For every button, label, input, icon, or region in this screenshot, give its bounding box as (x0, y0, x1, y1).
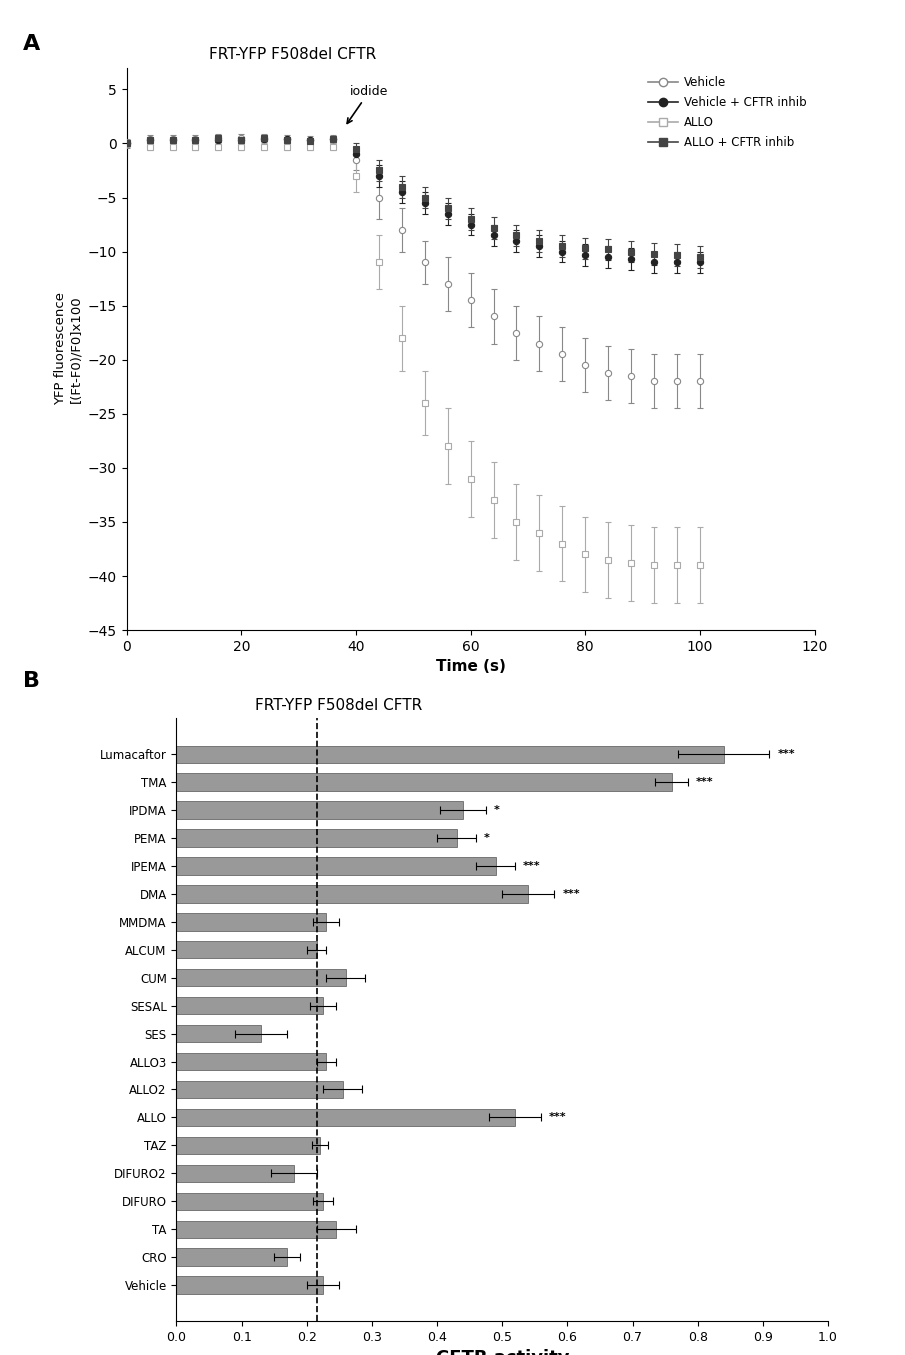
Bar (176, 829, 457, 847)
Text: ***: *** (523, 860, 541, 871)
Text: ***: *** (777, 749, 795, 759)
Text: A: A (23, 34, 40, 54)
Bar (176, 1053, 327, 1070)
Bar (176, 1276, 323, 1294)
Bar (176, 1221, 336, 1238)
Text: *: * (494, 805, 500, 816)
Text: ***: *** (549, 1112, 567, 1122)
Text: FRT-YFP F508del CFTR: FRT-YFP F508del CFTR (209, 47, 376, 62)
Bar (176, 1081, 343, 1098)
X-axis label: CFTR activity: CFTR activity (435, 1350, 569, 1355)
Legend: Vehicle, Vehicle + CFTR inhib, ALLO, ALLO + CFTR inhib: Vehicle, Vehicle + CFTR inhib, ALLO, ALL… (646, 73, 808, 152)
Y-axis label: YFP fluorescence
[(Ft-F0)/F0]x100: YFP fluorescence [(Ft-F0)/F0]x100 (54, 293, 82, 405)
Bar (176, 969, 346, 986)
Bar (176, 1137, 319, 1154)
Bar (176, 1024, 262, 1042)
X-axis label: Time (s): Time (s) (435, 660, 506, 675)
Bar (176, 1165, 294, 1182)
Bar (176, 1108, 515, 1126)
Bar (176, 885, 529, 902)
Bar (176, 1248, 287, 1266)
Bar (176, 774, 672, 791)
Text: iodide: iodide (348, 85, 388, 123)
Bar (176, 745, 724, 763)
Text: *: * (484, 833, 490, 843)
Bar (176, 858, 496, 874)
Text: B: B (23, 671, 40, 691)
Bar (176, 913, 327, 931)
Bar (176, 997, 323, 1015)
Text: ***: *** (696, 778, 713, 787)
Text: ***: *** (562, 889, 580, 898)
Bar (176, 801, 463, 818)
Text: FRT-YFP F508del CFTR: FRT-YFP F508del CFTR (254, 698, 422, 713)
Bar (176, 942, 317, 958)
Bar (176, 1192, 323, 1210)
